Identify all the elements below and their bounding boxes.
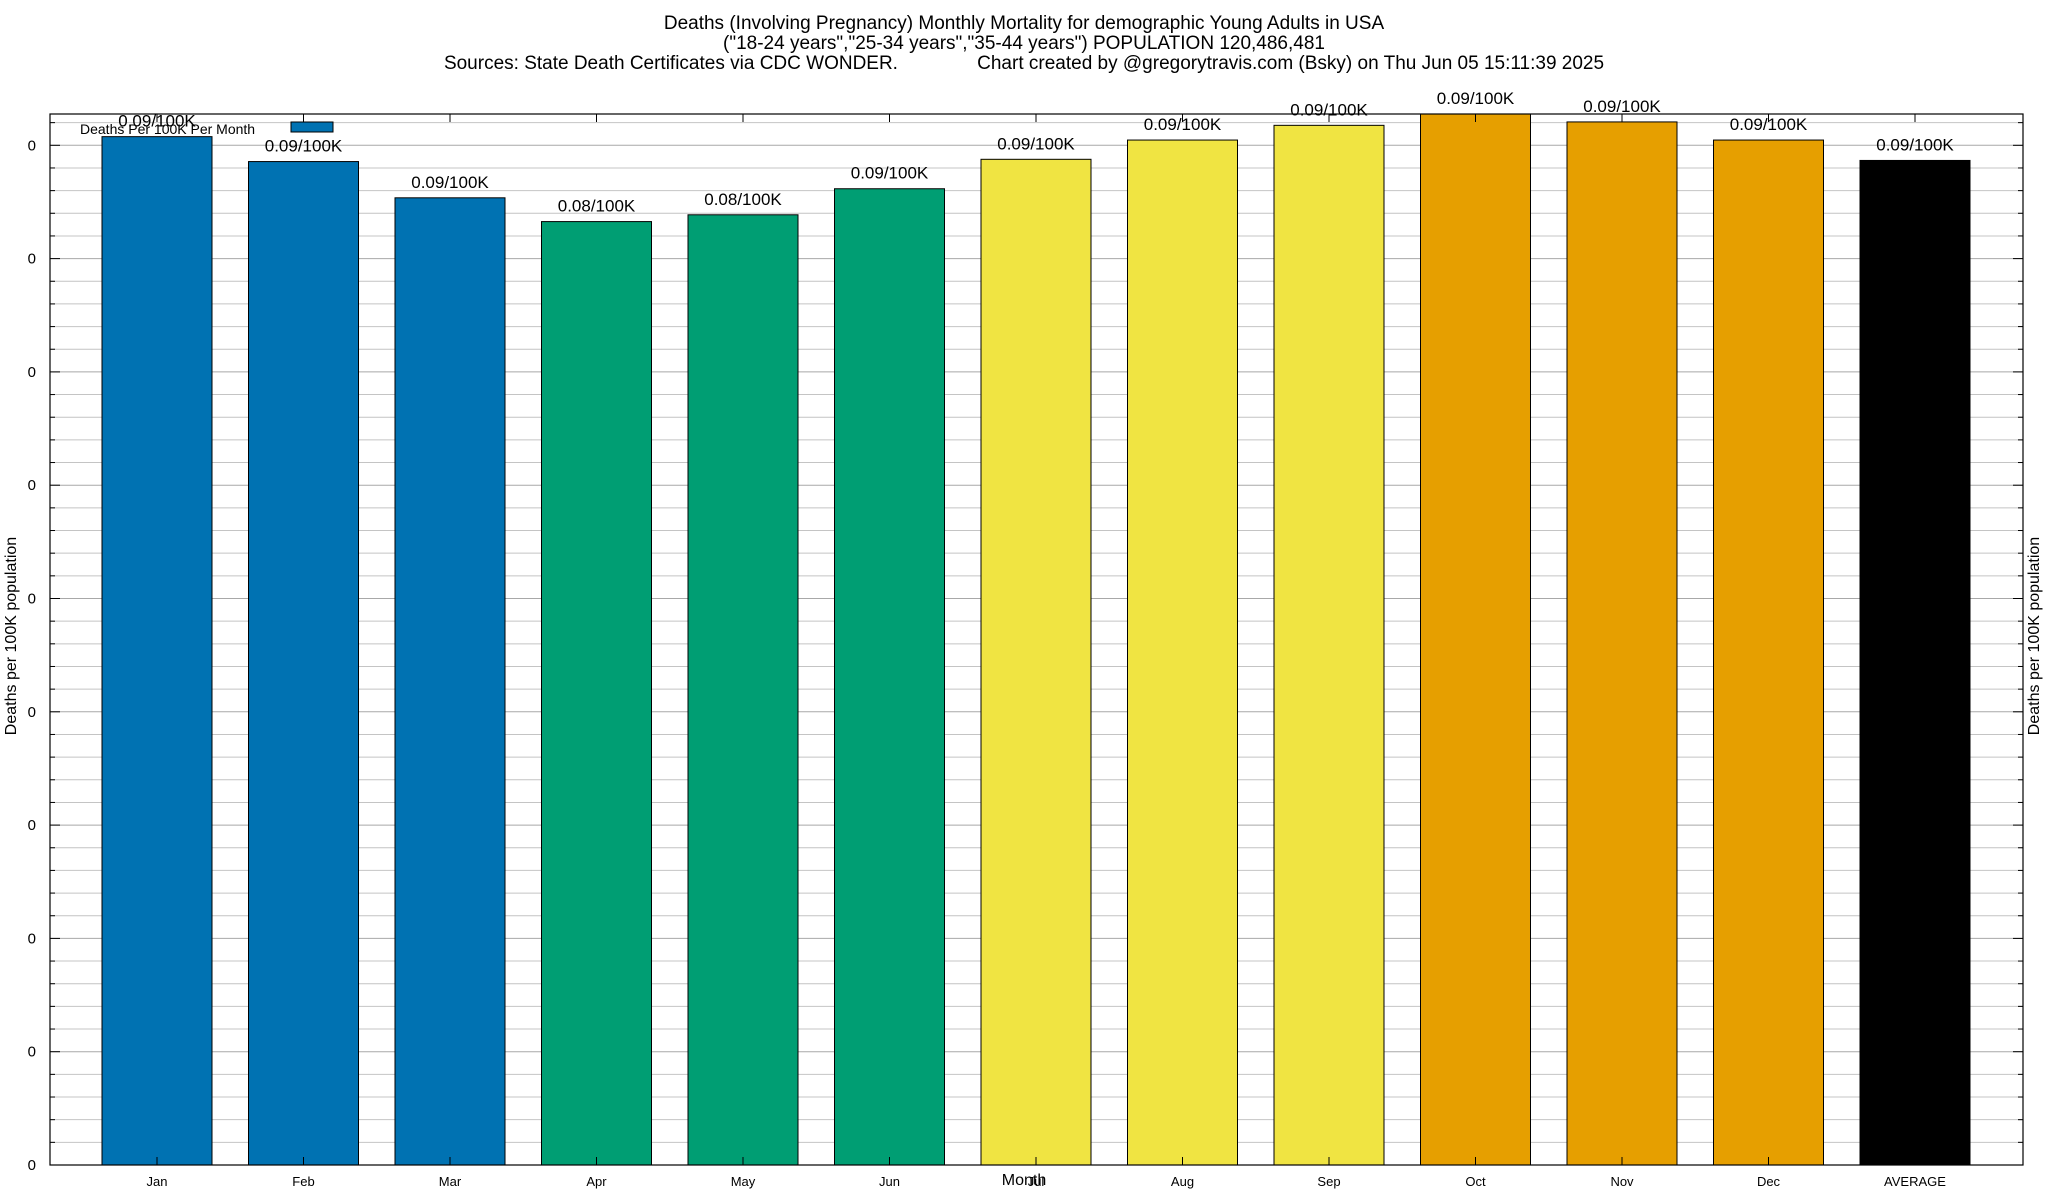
bar-feb xyxy=(248,161,359,1166)
y-axis-label-left: Deaths per 100K population xyxy=(3,536,20,736)
bar-sep xyxy=(1273,124,1385,1166)
y-tick-label: 0 xyxy=(28,1044,36,1061)
bar-nov xyxy=(1566,121,1678,1166)
y-tick-label: 0 xyxy=(28,817,36,834)
data-label-jun: 0.09/100K xyxy=(851,164,929,183)
legend: Deaths Per 100K Per Month xyxy=(80,121,334,137)
bar-dec xyxy=(1713,139,1824,1166)
y-tick-label: 0 xyxy=(28,704,36,721)
x-tick-label-oct: Oct xyxy=(1465,1174,1486,1189)
chart-title-block: Deaths (Involving Pregnancy) Monthly Mor… xyxy=(0,14,2048,74)
axis-ticks: 0 0 0 0 0 0 0 0 0 0 Jan Feb Mar Apr May Jun Jul Aug Sep Oct… xyxy=(28,114,2023,1189)
bar-average xyxy=(1859,159,1971,1166)
bar-jul xyxy=(980,158,1092,1166)
x-tick-label-may: May xyxy=(731,1174,756,1189)
data-label-mar: 0.09/100K xyxy=(411,173,489,192)
chart-subtitle-sources: Sources: State Death Certificates via CD… xyxy=(443,53,1605,74)
x-tick-label-mar: Mar xyxy=(439,1174,462,1189)
y-tick-label: 0 xyxy=(28,477,36,494)
x-tick-label-feb: Feb xyxy=(292,1174,314,1189)
data-label-may: 0.08/100K xyxy=(704,190,782,209)
data-label-aug: 0.09/100K xyxy=(1144,115,1222,134)
x-tick-label-dec: Dec xyxy=(1757,1174,1781,1189)
y-tick-label: 0 xyxy=(28,591,36,608)
y-tick-label: 0 xyxy=(28,930,36,947)
legend-swatch xyxy=(290,121,334,133)
data-label-oct: 0.09/100K xyxy=(1437,89,1515,108)
bar-jan xyxy=(101,136,213,1166)
x-axis-label: Month xyxy=(1001,1172,1047,1189)
data-label-average: 0.09/100K xyxy=(1876,135,1954,154)
x-tick-label-jul: Jul xyxy=(1028,1174,1045,1189)
x-tick-label-nov: Nov xyxy=(1610,1174,1634,1189)
y-tick-label: 0 xyxy=(28,137,36,154)
data-label-feb: 0.09/100K xyxy=(265,137,343,156)
x-tick-label-aug: Aug xyxy=(1171,1174,1194,1189)
bars xyxy=(101,113,1971,1166)
data-label-apr: 0.08/100K xyxy=(558,197,636,216)
data-labels: 0.09/100K 0.09/100K 0.09/100K 0.08/100K 0.08… xyxy=(118,89,1954,216)
bar-oct xyxy=(1420,113,1531,1166)
x-tick-label-sep: Sep xyxy=(1317,1174,1340,1189)
bar-aug xyxy=(1127,139,1238,1166)
chart-title: Deaths (Involving Pregnancy) Monthly Mor… xyxy=(663,13,1385,34)
plot-frame xyxy=(49,113,2024,1166)
data-label-nov: 0.09/100K xyxy=(1583,97,1661,116)
y-tick-label: 0 xyxy=(28,251,36,268)
bar-mar xyxy=(394,197,506,1166)
data-label-dec: 0.09/100K xyxy=(1730,115,1808,134)
x-tick-label-apr: Apr xyxy=(586,1174,607,1189)
x-tick-label-jun: Jun xyxy=(879,1174,900,1189)
y-tick-label: 0 xyxy=(28,364,36,381)
x-tick-label-jan: Jan xyxy=(147,1174,168,1189)
chart-subtitle-demographics: ("18-24 years","25-34 years","35-44 year… xyxy=(723,33,1325,54)
legend-label: Deaths Per 100K Per Month xyxy=(80,121,255,137)
bar-jun xyxy=(834,188,945,1166)
data-label-jul: 0.09/100K xyxy=(997,134,1075,153)
x-tick-label-average: AVERAGE xyxy=(1884,1174,1946,1189)
bar-apr xyxy=(541,221,652,1166)
y-tick-label: 0 xyxy=(28,1157,36,1174)
bar-may xyxy=(687,214,799,1166)
y-axis-label-right: Deaths per 100K population xyxy=(2026,536,2043,736)
